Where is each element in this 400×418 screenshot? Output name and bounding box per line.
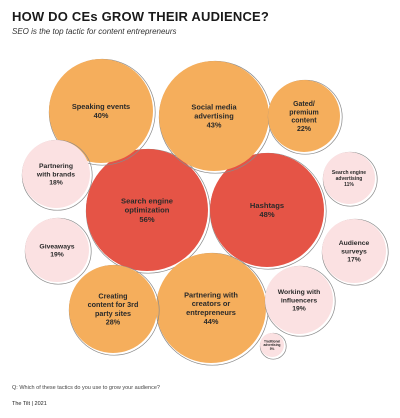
bubble-fill bbox=[69, 265, 157, 353]
chart-subtitle: SEO is the top tactic for content entrep… bbox=[12, 27, 177, 36]
bubble-label: premium bbox=[289, 109, 319, 116]
bubble-label: Hashtags bbox=[250, 201, 284, 210]
bubble-fill bbox=[323, 152, 375, 204]
bubble-label: Partnering bbox=[39, 163, 73, 170]
bubble-fill bbox=[210, 153, 324, 267]
bubble-value: 11% bbox=[344, 182, 354, 188]
bubble-value: 18% bbox=[49, 180, 63, 187]
bubble-label: content for 3rd bbox=[88, 300, 139, 309]
bubble-label: Gated/ bbox=[293, 101, 315, 108]
bubble-fill bbox=[22, 140, 90, 208]
bubble-label: influencers bbox=[281, 297, 317, 304]
bubble-value: 48% bbox=[259, 210, 274, 219]
bubble-fill bbox=[49, 59, 153, 163]
bubble-label: surveys bbox=[341, 248, 367, 255]
bubble-label: Traditional bbox=[264, 339, 280, 343]
bubble-value: 22% bbox=[297, 126, 312, 133]
survey-question: Q: Which of these tactics do you use to … bbox=[12, 385, 160, 391]
bubble-label: Audience bbox=[339, 240, 370, 247]
bubble-fill bbox=[159, 61, 269, 171]
bubble-label: with brands bbox=[36, 171, 75, 178]
bubble-value: 43% bbox=[207, 120, 222, 129]
bubble-label: Speaking events bbox=[72, 102, 130, 111]
bubble-label: Search engine bbox=[332, 170, 366, 176]
bubble-fill bbox=[86, 149, 208, 271]
bubble-label: Working with bbox=[278, 289, 321, 296]
bubble-fill bbox=[25, 218, 89, 282]
bubble-label: content bbox=[291, 118, 317, 125]
bubble-value: 5% bbox=[270, 347, 275, 351]
bubble-label: Creating bbox=[98, 292, 127, 301]
bubble-label: party sites bbox=[95, 309, 131, 318]
bubble-label: Search engine bbox=[121, 197, 173, 206]
bubble-label: advertising bbox=[336, 176, 363, 182]
bubble-fill bbox=[268, 80, 340, 152]
bubble-label: Partnering with bbox=[184, 290, 238, 299]
source-credit: The Tilt | 2021 bbox=[12, 401, 47, 407]
bubble-value: 56% bbox=[139, 215, 154, 224]
bubble-value: 19% bbox=[50, 251, 64, 258]
bubble-label: advertising bbox=[263, 343, 280, 347]
bubble-label: creators or bbox=[192, 299, 231, 308]
bubble-label: advertising bbox=[194, 112, 234, 121]
bubble-value: 17% bbox=[347, 257, 361, 264]
bubble-fill bbox=[265, 266, 333, 334]
bubble-label: optimization bbox=[125, 206, 170, 215]
bubble-label: Giveaways bbox=[39, 243, 74, 250]
bubble-label: Social media bbox=[191, 103, 237, 112]
bubble-value: 40% bbox=[94, 111, 109, 120]
bubble-fill bbox=[156, 253, 266, 363]
bubble-value: 44% bbox=[204, 317, 219, 326]
bubble-fill bbox=[322, 219, 386, 283]
bubble-value: 28% bbox=[106, 317, 121, 326]
chart-title: HOW DO CEs GROW THEIR AUDIENCE? bbox=[12, 9, 270, 24]
bubble-value: 19% bbox=[292, 306, 306, 313]
bubble-label: entrepreneurs bbox=[186, 308, 236, 317]
bubble-fill bbox=[260, 333, 284, 357]
